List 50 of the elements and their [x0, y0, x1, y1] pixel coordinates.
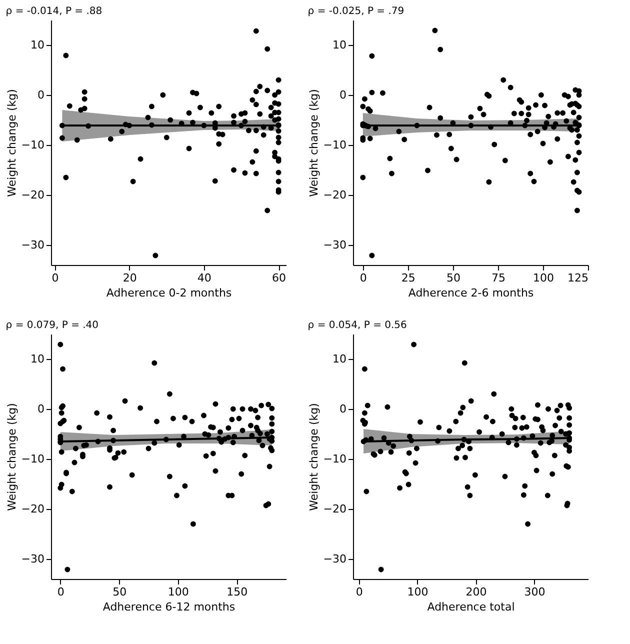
y-tick-label: −30 — [21, 238, 44, 252]
y-tick-label: 0 — [38, 402, 44, 416]
y-tick-label: −30 — [323, 552, 346, 566]
x-tick-label: 20 — [122, 272, 137, 284]
x-tick-label: 300 — [524, 586, 546, 598]
x-tick-label: 100 — [532, 272, 554, 284]
x-tick-label: 40 — [197, 272, 212, 284]
x-tick-label: 150 — [226, 586, 248, 598]
x-tick-label: 0 — [360, 272, 367, 284]
y-tick-label: −20 — [21, 502, 44, 516]
y-tick-label: −10 — [21, 138, 44, 152]
x-tick-label: 75 — [491, 272, 506, 284]
y-tick-label: −10 — [323, 452, 346, 466]
x-tick-label: 50 — [446, 272, 460, 284]
y-tick-label: −10 — [21, 452, 44, 466]
y-tick-label: 10 — [332, 38, 346, 52]
y-axis-title: Weight change (kg) — [5, 89, 18, 197]
y-axis-title: Weight change (kg) — [307, 89, 320, 197]
x-tick-label: 50 — [112, 586, 127, 598]
y-tick-label: −20 — [323, 188, 346, 202]
x-axis-title: Adherence total — [427, 600, 515, 614]
y-tick-label: 10 — [332, 352, 346, 366]
y-tick-label: −20 — [21, 188, 44, 202]
y-tick-label: −20 — [323, 502, 346, 516]
y-tick-label: 10 — [30, 38, 44, 52]
x-tick-label: 125 — [568, 272, 588, 284]
y-tick-label: 10 — [30, 352, 44, 366]
x-tick-label: 0 — [57, 586, 64, 598]
x-axis-title: Adherence 2-6 months — [408, 286, 534, 300]
y-tick-label: −30 — [323, 238, 346, 252]
x-axis-title: Adherence 0-2 months — [106, 286, 232, 300]
chart-title: ρ = 0.079, P = .40 — [6, 320, 99, 331]
y-tick-label: 0 — [38, 88, 44, 102]
x-tick-label: 60 — [272, 272, 286, 284]
chart-title: ρ = -0.014, P = .88 — [6, 6, 102, 17]
x-tick-label: 0 — [52, 272, 59, 284]
x-tick-label: 0 — [356, 586, 363, 598]
y-tick-label: −30 — [21, 552, 44, 566]
x-tick-label: 200 — [466, 586, 487, 598]
x-tick-label: 100 — [407, 586, 428, 598]
y-axis-title: Weight change (kg) — [307, 403, 320, 511]
x-axis-title: Adherence 6-12 months — [102, 600, 236, 614]
y-tick-label: 0 — [340, 88, 346, 102]
y-tick-label: 0 — [340, 402, 346, 416]
y-tick-label: −10 — [323, 138, 346, 152]
chart-title: ρ = -0.025, P = .79 — [308, 6, 404, 17]
x-tick-label: 25 — [401, 272, 416, 284]
y-axis-title: Weight change (kg) — [5, 403, 18, 511]
chart-title: ρ = 0.054, P = 0.56 — [308, 320, 407, 331]
x-tick-label: 100 — [168, 586, 189, 598]
